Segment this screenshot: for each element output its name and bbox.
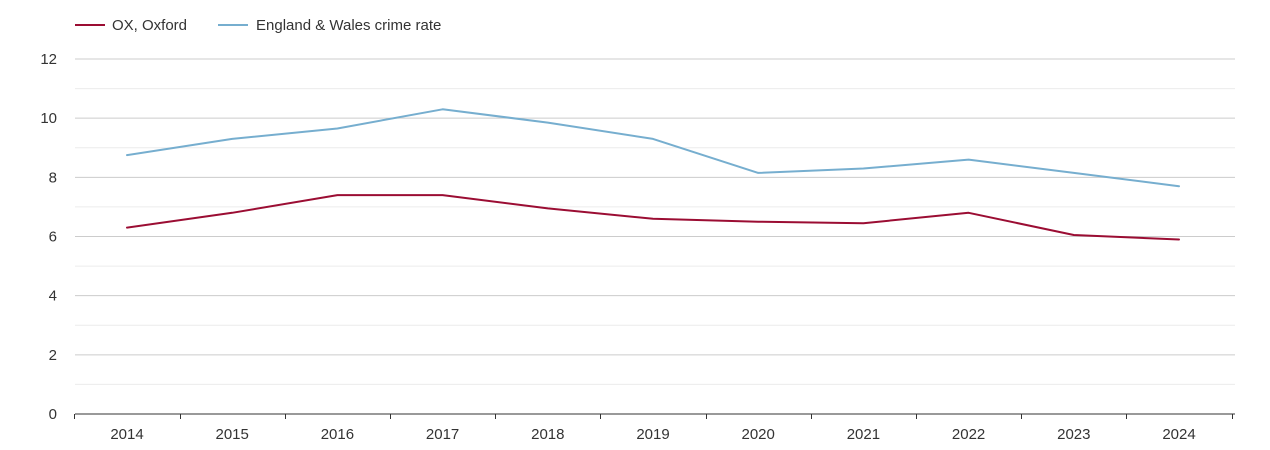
x-tick-label: 2015 [216, 426, 249, 443]
x-axis: 2014 2015 2016 2017 2018 2019 2020 2021 2022 2023… [74, 413, 1235, 443]
y-tick-label: 4 [49, 288, 57, 305]
y-tick-label: 6 [49, 229, 57, 246]
x-tick-label: 2022 [952, 426, 985, 443]
gridlines [75, 58, 1235, 385]
series-lines [126, 108, 1180, 241]
series-line-england-wales [126, 108, 1180, 188]
legend-label-oxford: OX, Oxford [112, 17, 187, 34]
chart-legend: OX, Oxford England & Wales crime rate [75, 17, 441, 34]
x-tick-label: 2016 [321, 426, 354, 443]
y-tick-label: 12 [40, 51, 57, 68]
y-tick-label: 8 [49, 169, 57, 186]
y-axis: 0 2 4 6 8 10 12 [40, 51, 57, 423]
x-tick-label: 2023 [1057, 426, 1090, 443]
legend-label-england-wales: England & Wales crime rate [256, 17, 441, 34]
series-line-oxford [126, 194, 1180, 241]
x-tick-label: 2020 [742, 426, 775, 443]
x-tick-label: 2019 [636, 426, 669, 443]
y-tick-label: 10 [40, 110, 57, 127]
x-tick-label: 2018 [531, 426, 564, 443]
x-tick-label: 2017 [426, 426, 459, 443]
x-tick-label: 2014 [110, 426, 143, 443]
y-tick-label: 0 [49, 406, 57, 423]
x-tick-label: 2024 [1162, 426, 1195, 443]
x-tick-label: 2021 [847, 426, 880, 443]
y-tick-label: 2 [49, 347, 57, 364]
